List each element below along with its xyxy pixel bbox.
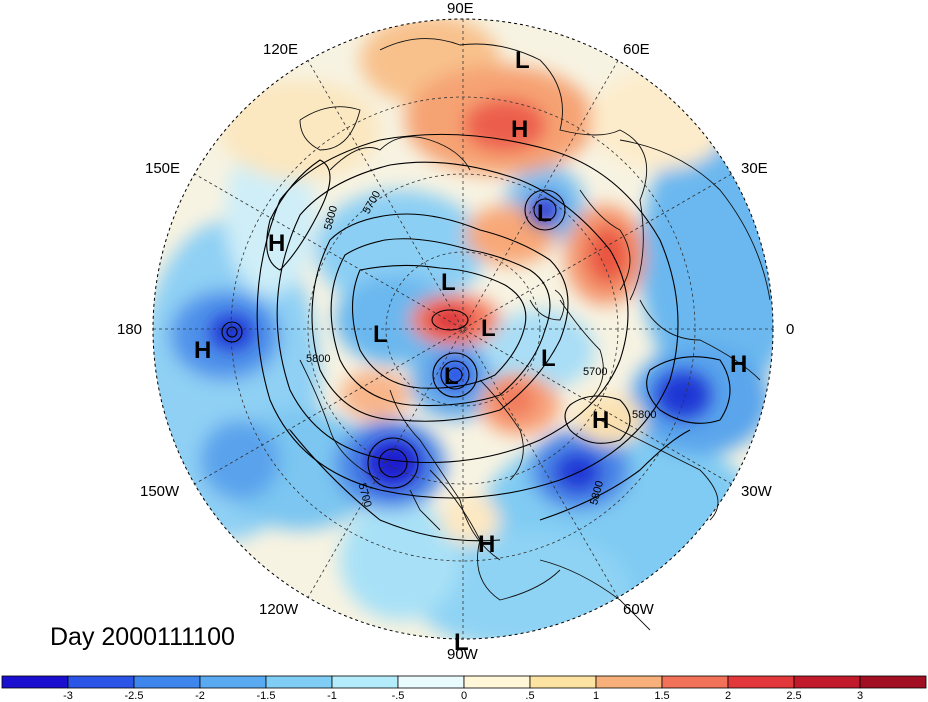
lon-label-180: 180 (117, 321, 142, 338)
low-center: L (444, 363, 459, 390)
height-contours (221, 133, 731, 542)
anomaly-field (153, 19, 773, 639)
coastlines (299, 38, 771, 631)
contour-label: 5700 (583, 366, 607, 378)
colorbar-swatch (793, 675, 861, 689)
colorbar-swatch (265, 675, 333, 689)
colorbar-swatch (1, 675, 69, 689)
colorbar-tick-label: -1 (327, 690, 337, 702)
contour-label: 5800 (306, 353, 330, 365)
lon-label-150w: 150W (140, 483, 180, 500)
high-center: H (730, 351, 747, 378)
colorbar-swatch (67, 675, 135, 689)
colorbar-swatch (859, 675, 927, 689)
lon-label-120w: 120W (259, 601, 299, 618)
colorbar-tick-label: -1.5 (257, 690, 276, 702)
pressure-centers: L H L H L L L L L H H H H H L (194, 47, 747, 656)
lon-label-120e: 120E (263, 41, 298, 58)
low-center: L (454, 629, 469, 656)
high-center: H (478, 531, 495, 558)
high-center: H (592, 407, 609, 434)
colorbar-tick-label: 3 (857, 690, 863, 702)
colorbar-tick-label: 0 (461, 690, 467, 702)
lon-label-30e: 30E (741, 160, 768, 177)
lon-label-60w: 60W (623, 601, 655, 618)
colorbar-tick-label: -3 (63, 690, 73, 702)
colorbar-tick-label: -2.5 (125, 690, 144, 702)
contour-label: 5800 (632, 409, 656, 421)
colorbar-tick-label: 2 (725, 690, 731, 702)
high-center: H (268, 230, 285, 257)
longitude-labels: 90E 60E 30E 0 30W 60W 90W 120W 150W 180 … (117, 0, 794, 663)
colorbar-swatch (727, 675, 795, 689)
lon-label-30w: 30W (741, 483, 773, 500)
low-center: L (481, 315, 496, 342)
lon-label-90e: 90E (447, 0, 474, 17)
low-center: L (515, 47, 530, 74)
colorbar-tick-label: 1.5 (654, 690, 669, 702)
colorbar-swatch (595, 675, 663, 689)
low-center: L (541, 345, 556, 372)
colorbar-tick-label: -.5 (392, 690, 405, 702)
colorbar-swatch (397, 675, 465, 689)
low-center: L (537, 200, 552, 227)
lon-label-90w: 90W (447, 646, 479, 663)
colorbar: -3 -2.5 -2 -1.5 -1 -.5 0 .5 1 1.5 2 2.5 3 (1, 675, 927, 702)
high-center: H (511, 116, 528, 143)
lon-label-0: 0 (786, 321, 794, 338)
colorbar-swatch (661, 675, 729, 689)
lon-label-150e: 150E (145, 160, 180, 177)
low-center: L (373, 321, 388, 348)
colorbar-swatch (199, 675, 267, 689)
colorbar-swatch (133, 675, 201, 689)
colorbar-swatch (331, 675, 399, 689)
colorbar-swatch (529, 675, 597, 689)
high-center: H (194, 337, 211, 364)
colorbar-tick-label: -2 (195, 690, 205, 702)
colorbar-swatch (463, 675, 531, 689)
colorbar-tick-label: .5 (525, 690, 534, 702)
map-boundary (152, 18, 774, 640)
colorbar-tick-label: 2.5 (786, 690, 801, 702)
lon-label-60e: 60E (623, 41, 650, 58)
graticule (153, 19, 773, 639)
map-title: Day 2000111100 (50, 623, 235, 651)
low-center: L (441, 269, 456, 296)
colorbar-tick-label: 1 (593, 690, 599, 702)
